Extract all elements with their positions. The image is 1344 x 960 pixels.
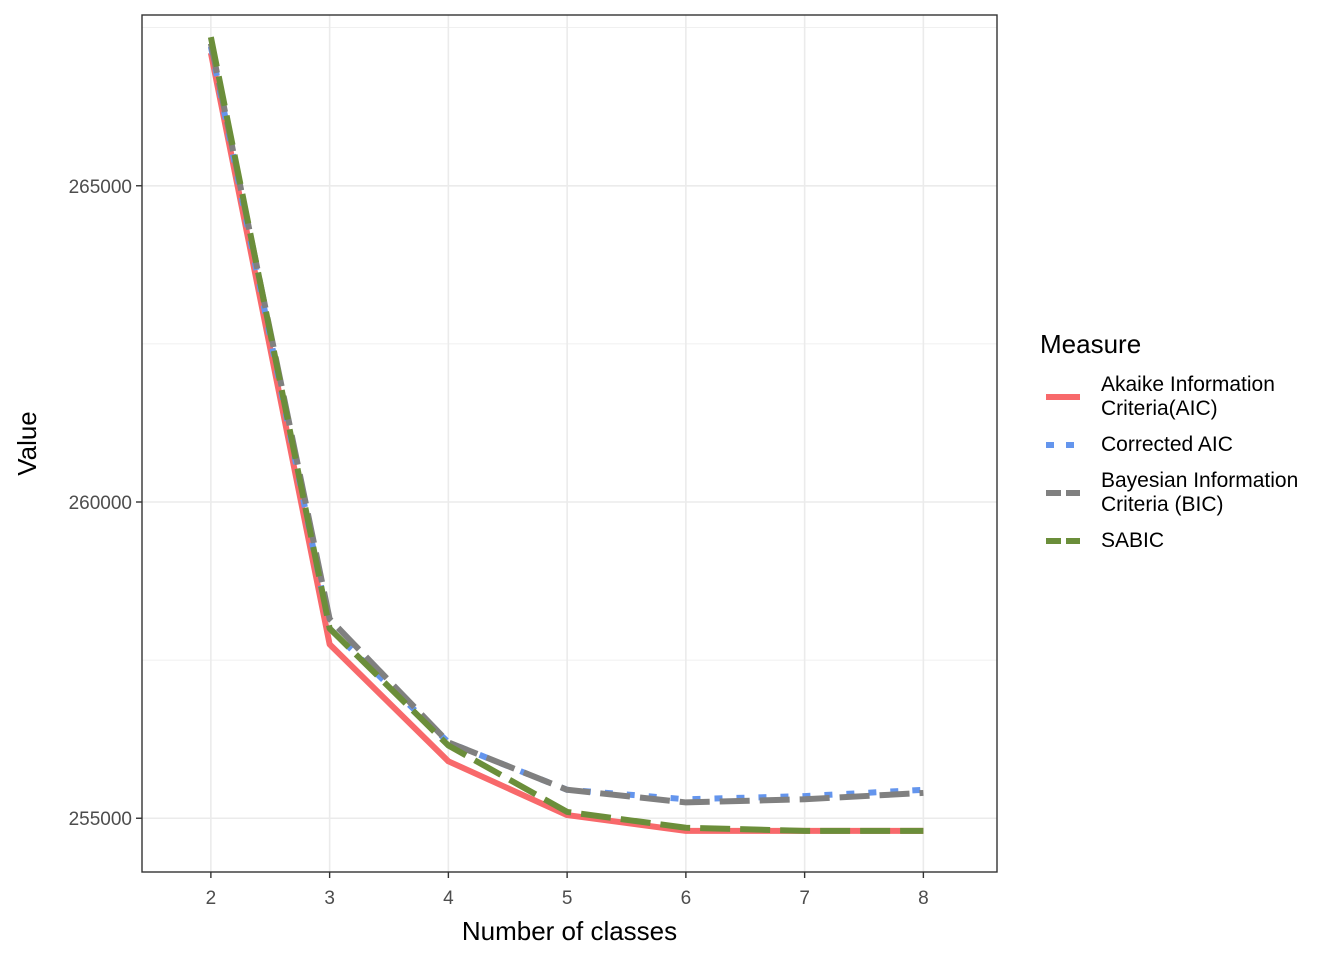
x-tick-label: 2 xyxy=(206,888,217,909)
legend-item: Akaike Information Criteria(AIC) xyxy=(1046,373,1275,420)
grid-major xyxy=(142,15,997,872)
x-tick-label: 7 xyxy=(799,888,810,909)
series-line xyxy=(207,36,924,834)
x-axis: 2 3 4 5 6 7 8 xyxy=(206,872,929,909)
x-axis-title: Number of classes xyxy=(462,916,677,946)
y-tick-label: 265000 xyxy=(69,177,132,198)
y-tick-label: 260000 xyxy=(69,493,132,514)
series-line xyxy=(207,42,924,806)
legend-label: Bayesian Information Criteria (BIC) xyxy=(1101,469,1298,516)
y-tick-label: 255000 xyxy=(69,809,132,830)
legend-item: Bayesian Information Criteria (BIC) xyxy=(1046,469,1298,516)
legend-label: SABIC xyxy=(1101,529,1164,552)
x-tick-label: 8 xyxy=(918,888,929,909)
plot-panel xyxy=(141,14,998,873)
legend-item: SABIC xyxy=(1046,529,1164,552)
series-lines xyxy=(207,36,924,834)
x-tick-label: 6 xyxy=(681,888,692,909)
grid-minor xyxy=(142,27,997,661)
legend-label: Akaike Information Criteria(AIC) xyxy=(1101,373,1275,420)
x-tick-label: 3 xyxy=(324,888,335,909)
panel-border xyxy=(141,14,998,873)
x-tick-label: 4 xyxy=(443,888,454,909)
legend-title: Measure xyxy=(1040,329,1141,359)
legend-items: Akaike Information Criteria(AIC) Corrected… xyxy=(1046,373,1298,552)
legend-label: Corrected AIC xyxy=(1101,433,1233,456)
legend: Measure Akaike Information Criteria(AIC) C… xyxy=(1040,329,1298,552)
y-axis-title: Value xyxy=(12,411,42,476)
x-tick-label: 5 xyxy=(562,888,573,909)
legend-item: Corrected AIC xyxy=(1046,433,1233,456)
y-axis: 255000 260000 265000 xyxy=(69,177,142,830)
